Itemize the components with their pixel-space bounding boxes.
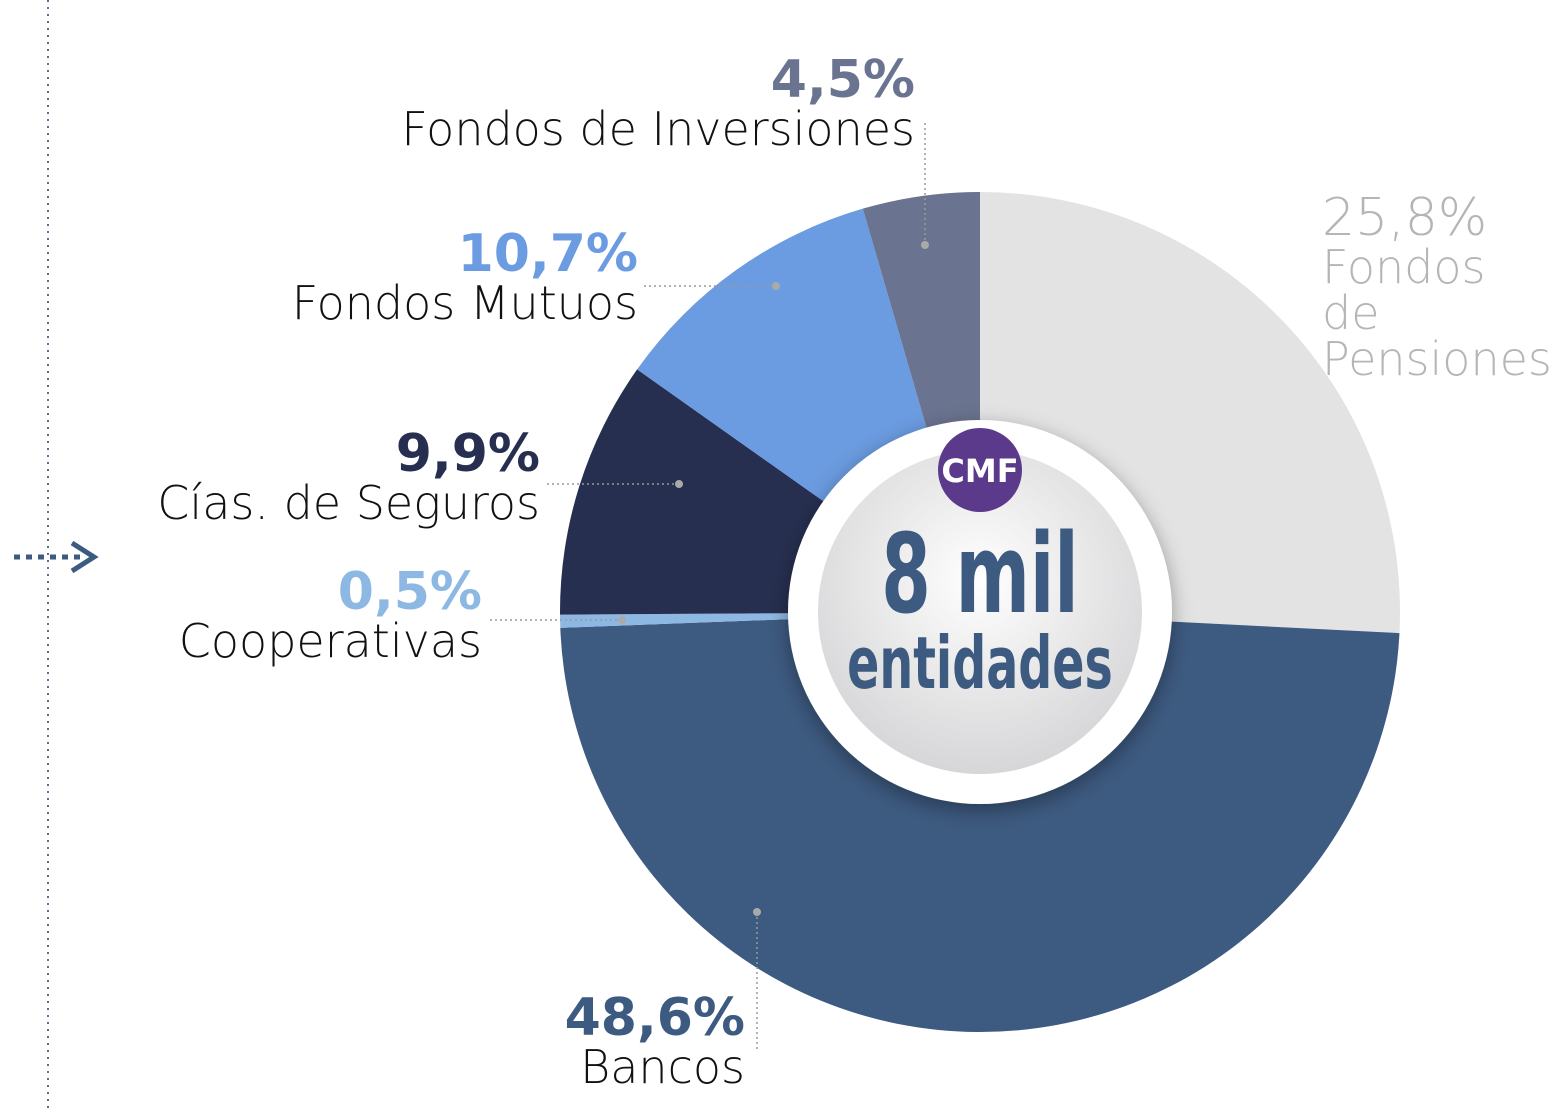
slice-label: 9,9% Cías. de Seguros — [157, 428, 540, 526]
slice — [560, 613, 791, 628]
slice-label: 10,7% Fondos Mutuos — [292, 228, 638, 326]
leaders — [488, 120, 929, 1050]
value-label: 48,6% — [564, 988, 745, 1048]
hub — [818, 450, 1142, 774]
slice — [637, 208, 927, 503]
center-value: 8 mil — [881, 510, 1078, 639]
leader-dot — [772, 282, 780, 290]
center-label: entidades — [847, 622, 1113, 706]
category-label: Bancos — [580, 1040, 745, 1094]
category-label: Cías. de Seguros — [157, 476, 540, 530]
leader-dot — [753, 908, 761, 916]
leader-dot — [675, 480, 683, 488]
slices — [560, 192, 1400, 1032]
category-label: Fondos de Pensiones — [1322, 240, 1552, 386]
leader-dot — [618, 616, 626, 624]
arrow-head — [70, 540, 99, 574]
slice — [862, 192, 980, 430]
leader-dot — [921, 241, 929, 249]
category-label: Cooperativas — [178, 614, 482, 668]
slice-label: 0,5% Cooperativas — [179, 566, 482, 664]
value-label: 25,8% — [1322, 188, 1488, 248]
slice-label: 4,5% Fondos de Inversiones — [401, 54, 915, 152]
slice-label: 25,8% Fondos de Pensiones — [1322, 192, 1552, 382]
logo-text: CMF — [941, 452, 1018, 490]
logo — [938, 428, 1022, 512]
slice — [560, 369, 825, 615]
value-label: 10,7% — [457, 224, 638, 284]
slice-label: 48,6% Bancos — [565, 992, 745, 1090]
value-label: 0,5% — [337, 562, 482, 622]
slice — [560, 619, 1400, 1032]
category-label: Fondos de Inversiones — [401, 102, 915, 156]
value-label: 4,5% — [770, 50, 915, 110]
value-label: 9,9% — [395, 424, 540, 484]
category-label: Fondos Mutuos — [291, 276, 638, 330]
slice — [980, 192, 1400, 634]
